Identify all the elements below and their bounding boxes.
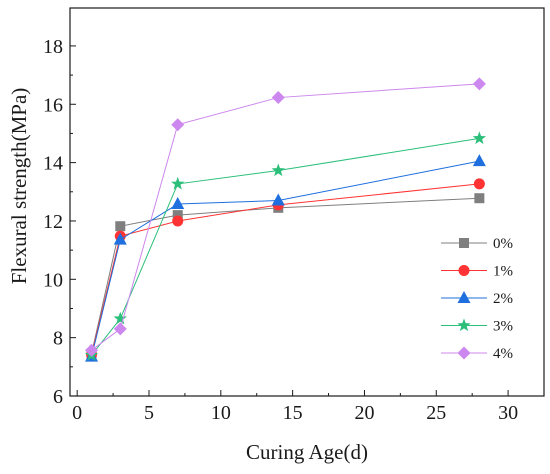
y-tick-label: 16: [43, 94, 63, 116]
legend-label: 0%: [493, 236, 513, 252]
x-tick-label: 30: [498, 402, 518, 424]
x-tick-label: 0: [72, 402, 82, 424]
data-point-4pct: [472, 77, 486, 91]
y-tick-label: 18: [43, 36, 63, 58]
y-axis-ticks: 6 8 10 12 14 16 18: [43, 36, 76, 408]
legend-label: 4%: [493, 346, 513, 362]
legend-item-4pct: 4%: [441, 346, 513, 362]
legend-item-0pct: 0%: [441, 236, 513, 252]
x-axis-ticks: 0 5 10 15 20 25 30: [72, 390, 518, 424]
data-point-2pct: [271, 193, 285, 206]
plot-frame: [69, 7, 545, 397]
data-point-3pct: [271, 163, 285, 177]
y-axis-title: Flexural strength(MPa): [7, 88, 31, 285]
data-point-1pct: [473, 178, 485, 190]
series-4pct: [85, 77, 486, 357]
data-point-3pct: [113, 311, 127, 325]
data-point-0pct: [115, 221, 126, 232]
y-tick-label: 14: [43, 153, 63, 175]
x-tick-label: 10: [211, 402, 231, 424]
series-0pct: [86, 193, 485, 359]
legend: 0% 1% 2% 3% 4%: [441, 236, 513, 362]
x-tick-label: 5: [144, 402, 154, 424]
x-tick-label: 25: [426, 402, 446, 424]
data-point-2pct: [472, 154, 486, 167]
legend-marker-3pct: [457, 318, 471, 332]
data-point-4pct: [171, 118, 185, 132]
data-point-0pct: [474, 193, 485, 204]
y-tick-label: 6: [53, 386, 63, 408]
data-point-2pct: [113, 232, 127, 245]
y-tick-label: 8: [53, 328, 63, 350]
data-point-0pct: [172, 210, 183, 221]
series-3pct: [84, 131, 487, 361]
x-tick-label: 15: [283, 402, 303, 424]
x-tick-label: 20: [354, 402, 374, 424]
data-point-1pct: [172, 215, 184, 227]
legend-marker-0pct: [459, 238, 469, 248]
legend-label: 1%: [493, 264, 513, 280]
data-point-3pct: [171, 176, 185, 190]
series-2pct: [85, 154, 486, 362]
series-layer: [84, 77, 487, 362]
legend-label: 2%: [493, 291, 513, 307]
y-tick-label: 12: [43, 211, 63, 233]
data-point-4pct: [271, 91, 285, 105]
data-point-4pct: [85, 343, 99, 357]
data-point-4pct: [113, 322, 127, 336]
legend-marker-2pct: [457, 291, 471, 303]
legend-item-1pct: 1%: [441, 264, 513, 280]
y-tick-label: 10: [43, 269, 63, 291]
series-line-4pct: [91, 83, 480, 351]
data-point-3pct: [472, 131, 487, 145]
legend-item-2pct: 2%: [441, 291, 513, 307]
legend-marker-1pct: [458, 265, 470, 276]
series-line-3pct: [91, 137, 480, 356]
series-line-1pct: [91, 183, 480, 355]
legend-marker-4pct: [457, 346, 471, 360]
x-axis-title: Curing Age(d): [246, 440, 368, 464]
legend-label: 3%: [493, 319, 513, 335]
legend-item-3pct: 3%: [441, 318, 513, 335]
data-point-2pct: [171, 197, 185, 210]
series-1pct: [86, 178, 485, 361]
